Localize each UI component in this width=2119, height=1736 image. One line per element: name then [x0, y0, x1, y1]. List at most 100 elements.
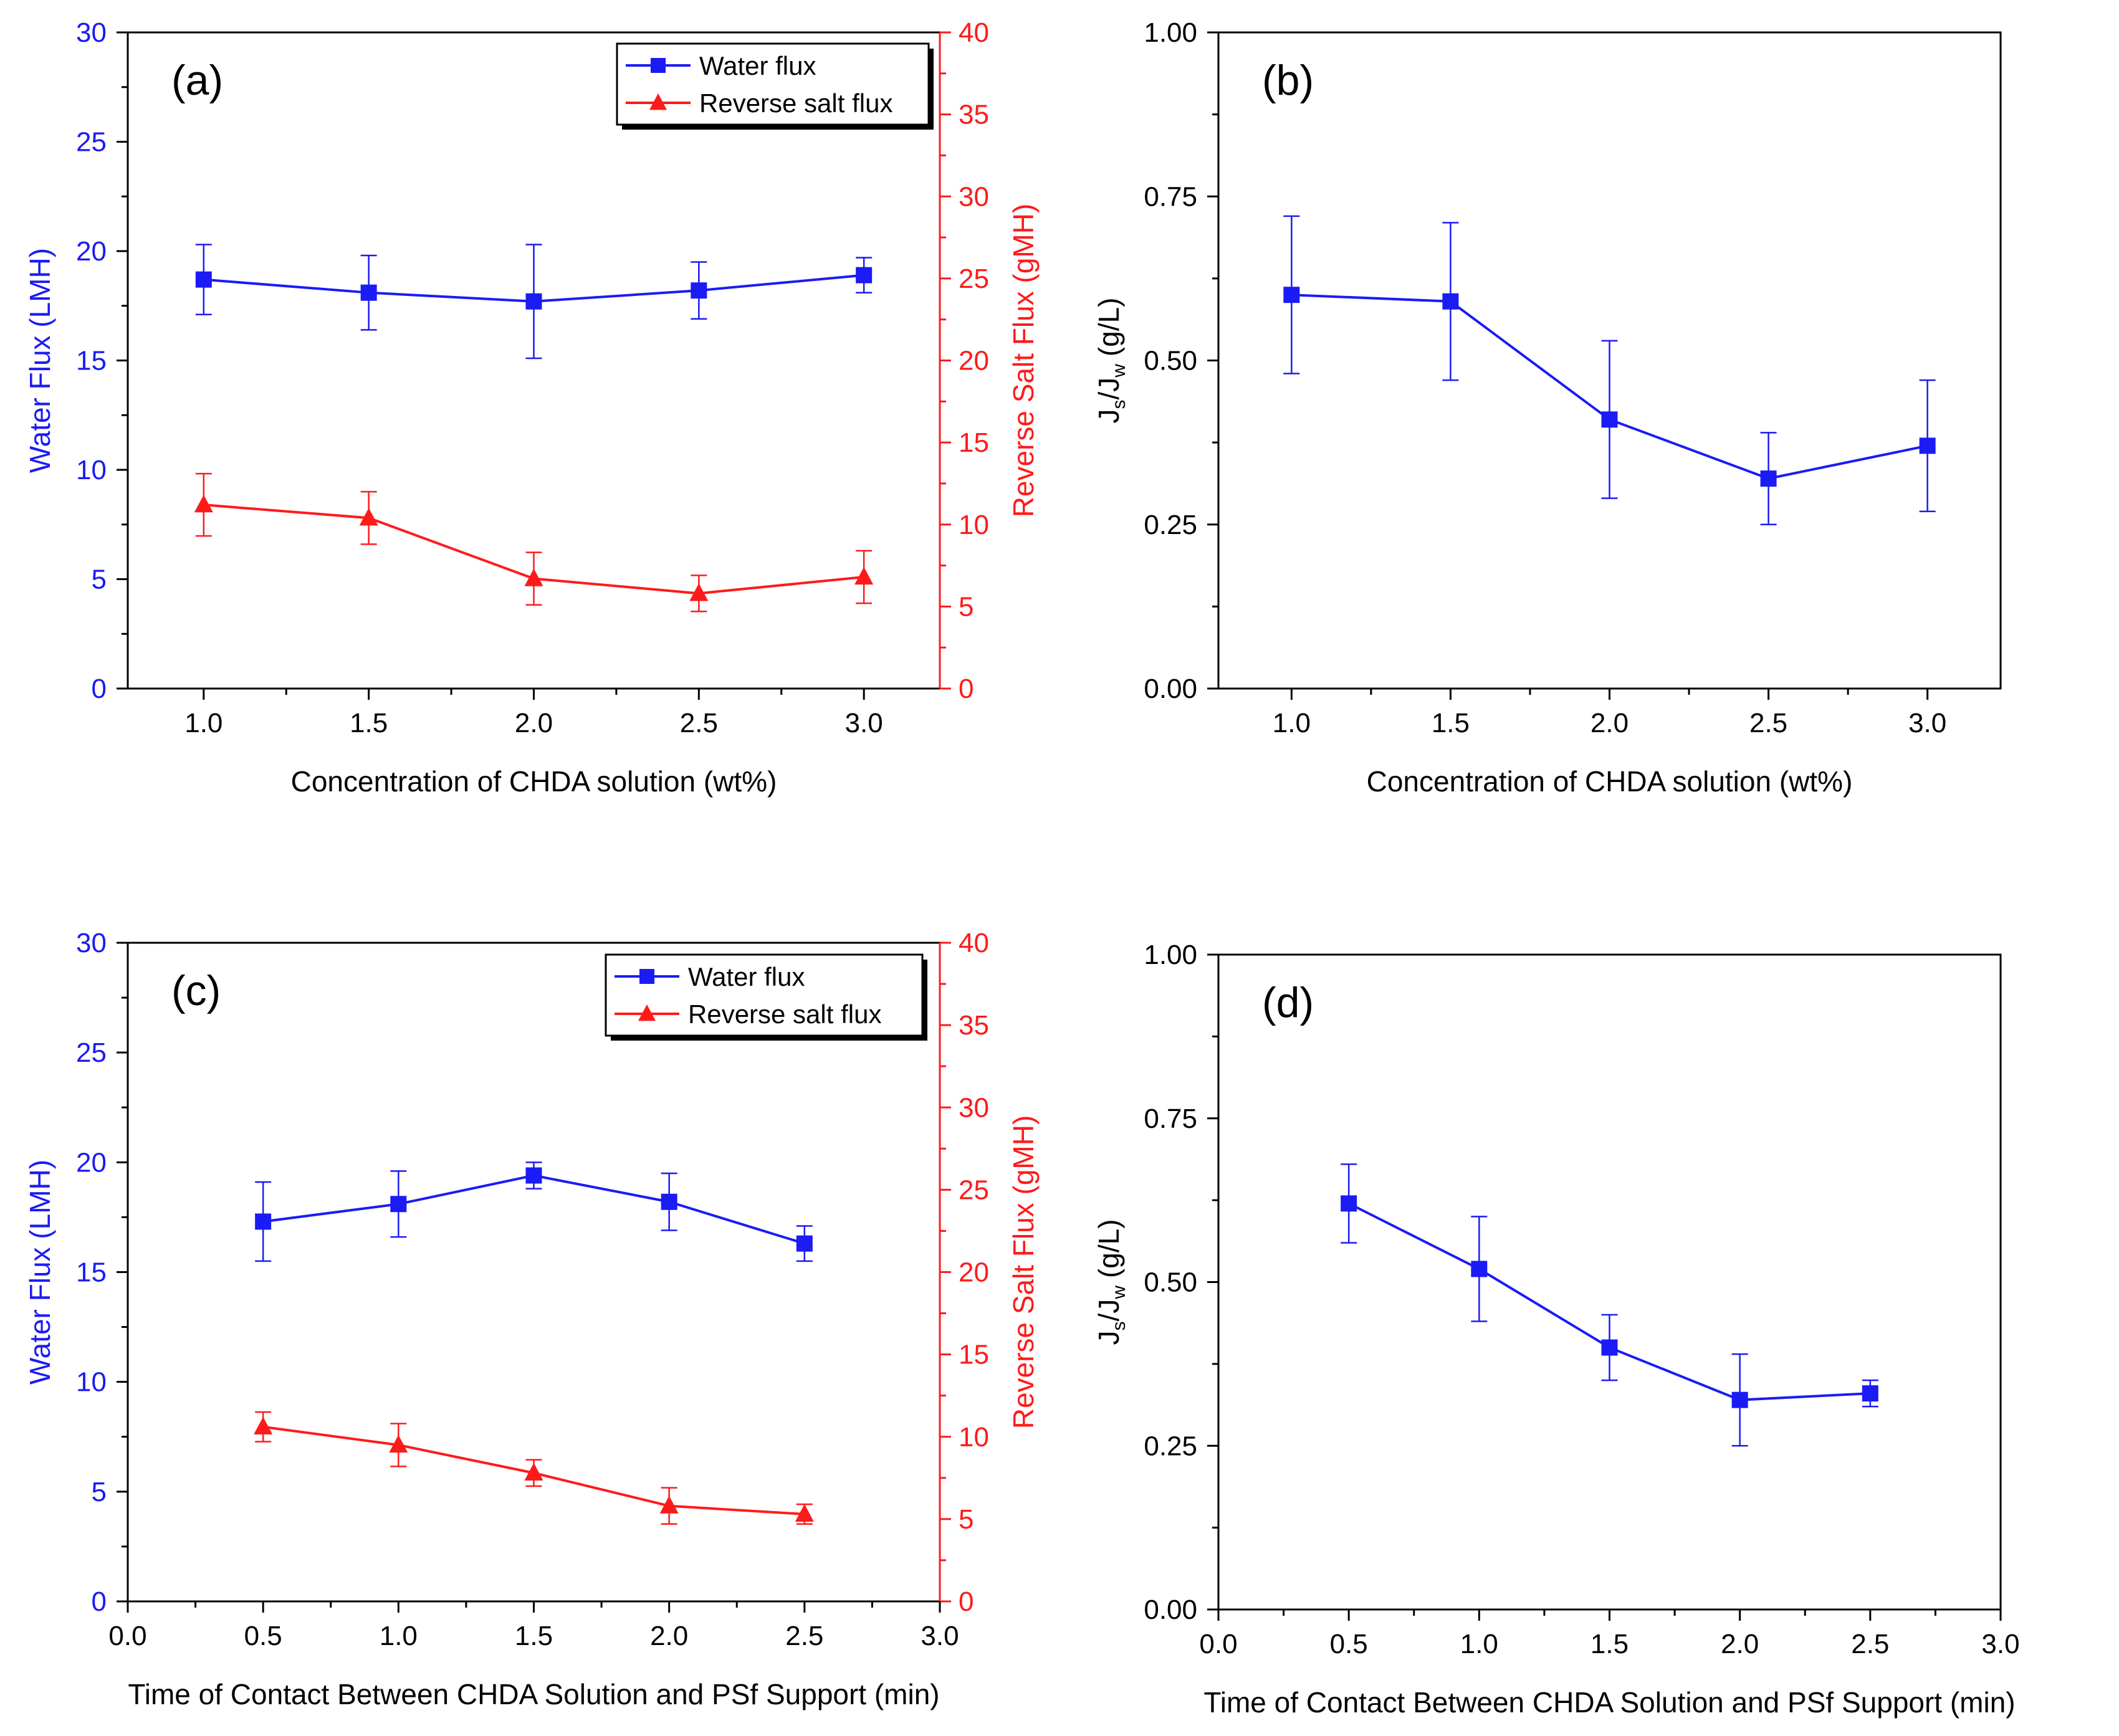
y-tick-label-right: 35: [959, 100, 989, 130]
y-tick-label-right: 15: [959, 1340, 989, 1370]
y-tick-label-right: 25: [959, 264, 989, 294]
data-point: [1760, 470, 1777, 487]
panel-label: (d): [1262, 979, 1314, 1026]
series-reverse-salt-flux: [194, 472, 874, 613]
y-axis-label-right: Reverse Salt Flux (gMH): [1007, 204, 1040, 518]
x-tick-label: 0.0: [108, 1621, 146, 1651]
data-point: [525, 1167, 542, 1184]
y-axis-label-left: Js/Jw(g/L): [1093, 1219, 1129, 1345]
y-tick-label-right: 5: [959, 591, 973, 622]
data-point: [691, 282, 707, 299]
legend-label-reverse-salt-flux: Reverse salt flux: [688, 999, 881, 1029]
data-point: [524, 568, 543, 586]
data-point: [389, 1434, 408, 1453]
data-point: [360, 284, 377, 301]
y-tick-label-right: 35: [959, 1010, 989, 1041]
panel-label: (c): [171, 967, 221, 1014]
x-tick-label: 1.5: [515, 1621, 553, 1651]
x-tick-label: 0.5: [1330, 1629, 1368, 1659]
x-tick-label: 1.5: [350, 708, 388, 738]
x-tick-label: 1.5: [1590, 1629, 1629, 1659]
x-tick-label: 1.5: [1432, 708, 1470, 738]
x-tick-label: 1.0: [380, 1621, 418, 1651]
x-axis-label: Time of Contact Between CHDA Solution an…: [1203, 1686, 2015, 1719]
data-point: [1601, 411, 1618, 428]
y-tick-label-left: 1.00: [1144, 940, 1197, 970]
legend: Water flux Reverse salt flux: [605, 953, 927, 1041]
x-tick-label: 2.5: [1851, 1629, 1889, 1659]
data-point: [689, 583, 709, 601]
y-tick-label-left: 5: [92, 565, 107, 595]
x-tick-label: 2.0: [515, 708, 553, 738]
data-point: [1601, 1339, 1618, 1356]
data-point: [254, 1416, 273, 1435]
y-tick-label-right: 15: [959, 427, 989, 458]
y-tick-label-right: 30: [959, 181, 989, 212]
y-tick-label-right: 25: [959, 1175, 989, 1205]
y-tick-label-left: 5: [92, 1477, 107, 1507]
y-tick-label-left: 20: [76, 1147, 107, 1178]
x-tick-label: 1.0: [1460, 1629, 1498, 1659]
y-tick-label-right: 0: [959, 674, 973, 704]
legend: Water flux Reverse salt flux: [616, 42, 934, 130]
y-tick-label-left: 0.75: [1144, 181, 1197, 212]
x-tick-label: 3.0: [921, 1621, 959, 1651]
x-tick-label: 1.0: [1273, 708, 1311, 738]
series-reverse-salt-flux: [254, 1411, 814, 1525]
data-point: [795, 1504, 814, 1522]
panel-label: (a): [171, 57, 223, 104]
y-tick-label-right: 20: [959, 346, 989, 376]
y-tick-label-left: 0: [92, 1586, 107, 1617]
y-tick-label-left: 15: [76, 346, 107, 376]
data-point: [195, 271, 212, 288]
data-point: [524, 1462, 543, 1481]
chart-panel-a: 0 5 10 15 20 25 30 0 5 10 15 20 25 30 35 40 1.0 1.5 2.0 2.5…: [24, 17, 1040, 798]
data-point: [659, 1495, 679, 1514]
data-point: [390, 1196, 407, 1213]
y-axis-label-right: Reverse Salt Flux (gMH): [1007, 1115, 1040, 1429]
data-point: [1862, 1385, 1878, 1402]
data-point: [359, 508, 378, 526]
chart-panel-b: 0.000.250.500.751.001.0 1.5 2.0 2.5 3.0 (b) …: [1093, 17, 2002, 798]
data-point: [1919, 437, 1936, 454]
data-point: [1283, 287, 1300, 303]
series-js-jw: [1283, 215, 1936, 525]
y-tick-label-left: 0: [92, 674, 107, 704]
y-tick-label-right: 10: [959, 1422, 989, 1452]
y-tick-label-right: 20: [959, 1257, 989, 1288]
x-tick-label: 0.5: [244, 1621, 282, 1651]
x-tick-label: 0.0: [1199, 1629, 1237, 1659]
y-axis-label-left: Water Flux (LMH): [24, 248, 56, 473]
data-point: [661, 1193, 677, 1210]
x-tick-label: 1.0: [184, 708, 222, 738]
data-point: [194, 494, 213, 513]
x-tick-label: 2.5: [785, 1621, 823, 1651]
series-js-jw: [1341, 1163, 1878, 1447]
data-point: [1442, 293, 1459, 310]
y-tick-label-left: 0.75: [1144, 1104, 1197, 1134]
legend-label-water-flux: Water flux: [688, 962, 805, 991]
x-tick-label: 2.5: [680, 708, 718, 738]
data-point: [796, 1235, 813, 1252]
series-water-flux: [195, 244, 873, 360]
series-water-flux: [255, 1161, 813, 1262]
x-axis-label: Concentration of CHDA solution (wt%): [291, 765, 777, 798]
x-tick-label: 2.0: [1590, 708, 1629, 738]
y-tick-label-left: 30: [76, 928, 107, 958]
y-tick-label-left: 1.00: [1144, 17, 1197, 48]
y-tick-label-left: 30: [76, 17, 107, 48]
panel-label: (b): [1262, 57, 1314, 104]
y-tick-label-right: 30: [959, 1092, 989, 1123]
x-tick-label: 2.5: [1749, 708, 1787, 738]
y-tick-label-left: 10: [76, 1367, 107, 1398]
y-tick-label-right: 40: [959, 928, 989, 958]
x-tick-label: 3.0: [845, 708, 883, 738]
data-point: [525, 293, 542, 310]
legend-marker-water: [651, 58, 666, 73]
x-tick-label: 3.0: [1981, 1629, 2019, 1659]
y-tick-label-left: 25: [76, 1037, 107, 1068]
x-axis-label: Time of Contact Between CHDA Solution an…: [128, 1678, 939, 1710]
y-tick-label-left: 25: [76, 127, 107, 158]
legend-label-reverse-salt-flux: Reverse salt flux: [699, 88, 892, 118]
y-tick-label-left: 15: [76, 1257, 107, 1288]
